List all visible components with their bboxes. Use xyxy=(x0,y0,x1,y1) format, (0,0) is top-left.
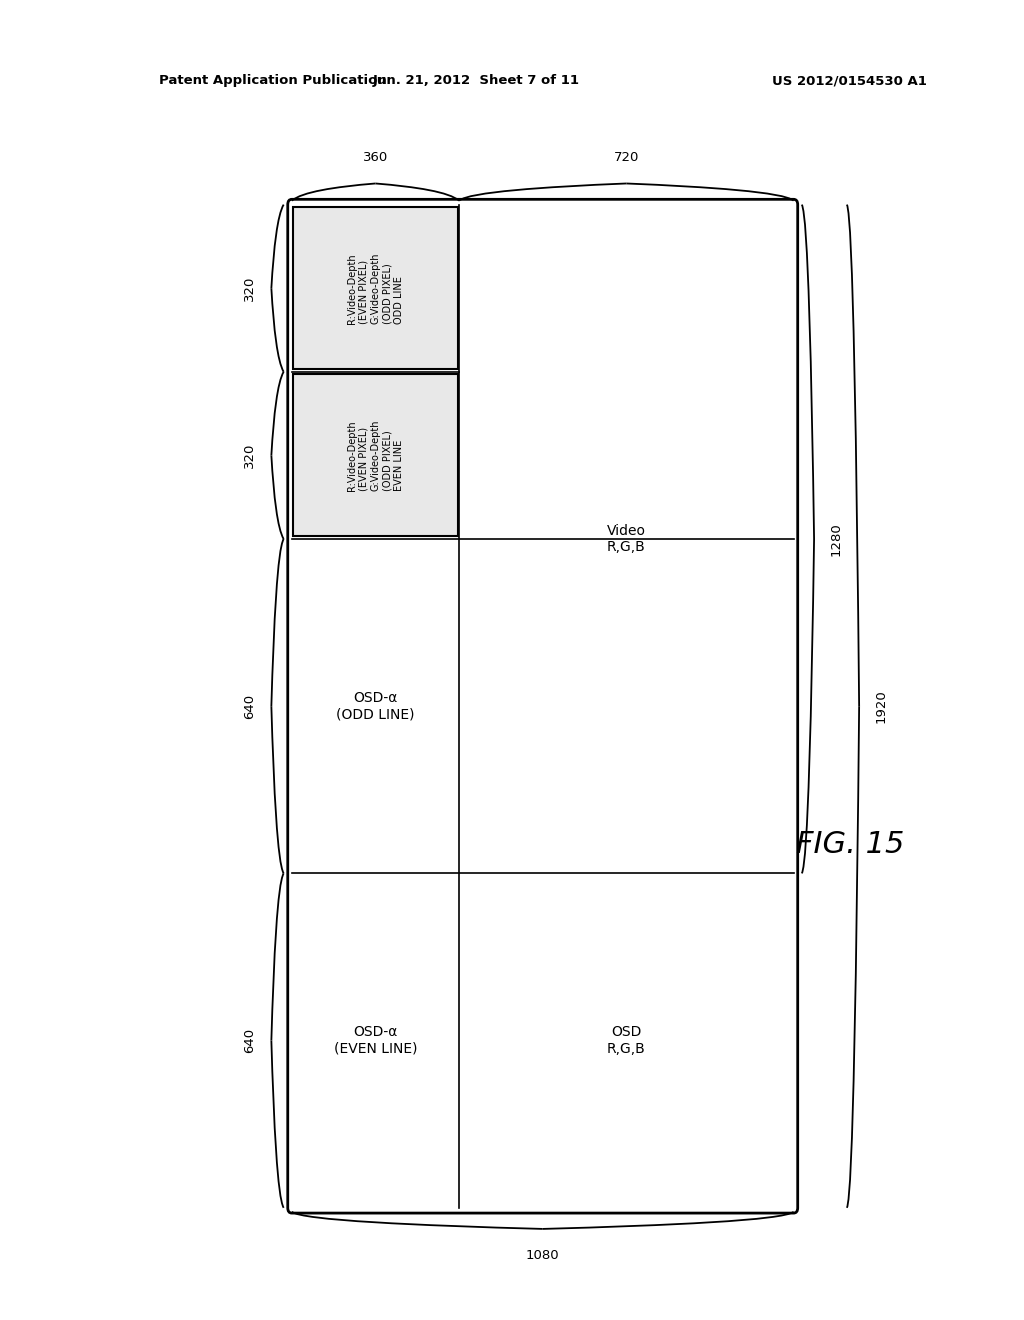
Text: R:Video-Depth
(EVEN PIXEL)
G:Video-Depth
(ODD PIXEL)
EVEN LINE: R:Video-Depth (EVEN PIXEL) G:Video-Depth… xyxy=(347,420,403,491)
Text: R:Video-Depth
(EVEN PIXEL)
G:Video-Depth
(ODD PIXEL)
ODD LINE: R:Video-Depth (EVEN PIXEL) G:Video-Depth… xyxy=(347,252,403,323)
Text: Patent Application Publication: Patent Application Publication xyxy=(159,74,386,87)
Text: 320: 320 xyxy=(244,442,256,469)
Text: 1080: 1080 xyxy=(526,1249,559,1262)
Text: OSD-α
(ODD LINE): OSD-α (ODD LINE) xyxy=(336,692,415,721)
Text: OSD-α
(EVEN LINE): OSD-α (EVEN LINE) xyxy=(334,1026,417,1056)
Bar xyxy=(293,207,458,370)
Text: US 2012/0154530 A1: US 2012/0154530 A1 xyxy=(772,74,928,87)
Bar xyxy=(293,375,458,536)
Text: 360: 360 xyxy=(362,150,388,164)
Text: FIG. 15: FIG. 15 xyxy=(796,830,904,859)
Text: Jun. 21, 2012  Sheet 7 of 11: Jun. 21, 2012 Sheet 7 of 11 xyxy=(373,74,580,87)
Text: 720: 720 xyxy=(613,150,639,164)
Text: Video
R,G,B: Video R,G,B xyxy=(607,524,646,554)
Text: 320: 320 xyxy=(244,276,256,301)
FancyBboxPatch shape xyxy=(288,199,798,1213)
Text: 640: 640 xyxy=(244,693,256,719)
Text: 640: 640 xyxy=(244,1028,256,1053)
Text: 1920: 1920 xyxy=(874,689,887,723)
Text: OSD
R,G,B: OSD R,G,B xyxy=(607,1026,646,1056)
Text: 1280: 1280 xyxy=(829,523,842,556)
